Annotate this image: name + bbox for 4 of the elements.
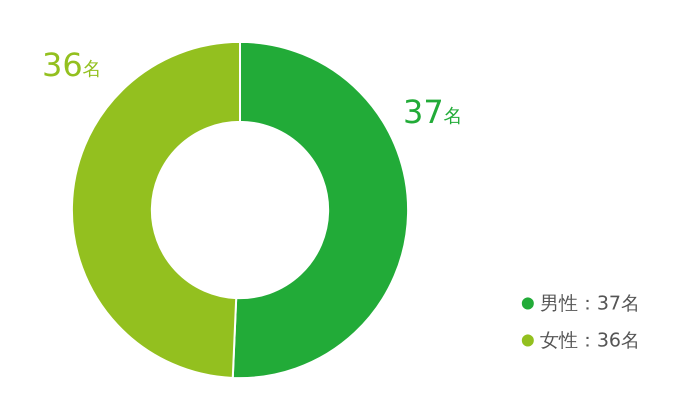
data-label: 37名 [403,93,463,131]
data-label: 36名 [42,46,102,84]
legend-label: 男性：37名 [540,292,640,314]
legend-label: 女性：36名 [540,330,640,352]
